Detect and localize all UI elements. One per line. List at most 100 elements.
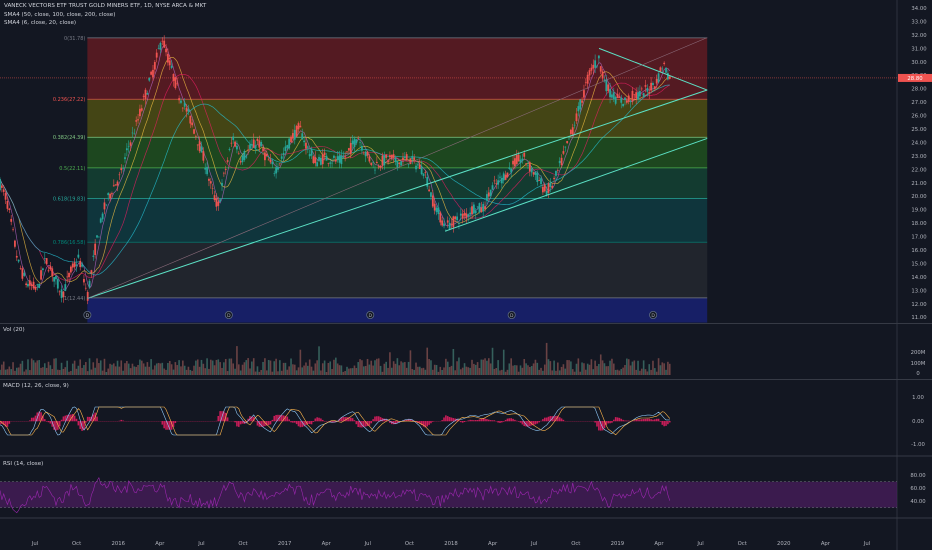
candle-body [273, 173, 276, 174]
candle-body [372, 161, 375, 163]
macd-histogram-bar [471, 419, 473, 422]
volume-bar [461, 367, 464, 375]
volume-bar [239, 370, 242, 375]
candle-body [364, 151, 367, 157]
volume-bar [114, 366, 117, 375]
volume-bar [282, 362, 285, 375]
volume-bar [368, 364, 371, 375]
macd-histogram-bar [4, 421, 7, 427]
volume-bar [98, 363, 100, 375]
macd-histogram-bar [71, 413, 74, 422]
candle-body [15, 255, 18, 258]
price-axis[interactable]: 34.0033.0032.0031.0030.0029.0028.0027.00… [0, 6, 932, 321]
volume-bar [439, 366, 442, 375]
candle-body [499, 176, 501, 178]
candle-body [96, 235, 98, 238]
time-tick-label: Apr [488, 541, 498, 547]
candle-body [366, 151, 369, 156]
macd-histogram-bar [474, 420, 477, 422]
macd-histogram-bar [92, 414, 95, 422]
volume-bar [292, 364, 294, 375]
volume-bar [320, 370, 322, 375]
candle-body [140, 108, 143, 111]
candle-body [40, 270, 42, 280]
candle-body [303, 140, 305, 143]
volume-bar [219, 362, 221, 375]
volume-bar [361, 360, 363, 375]
macd-histogram-bar [120, 419, 123, 422]
volume-bar [316, 360, 318, 375]
fibonacci-retracement[interactable]: 0(31.78) 0.236(27.22) 0.382(24.39) 0.5(22.1… [53, 36, 708, 323]
candle-body [327, 163, 330, 164]
time-tick-label: Jul [31, 541, 38, 547]
volume-bar [213, 365, 216, 375]
candle-body [379, 165, 382, 168]
volume-bar [629, 365, 632, 375]
macd-histogram-bar [426, 421, 429, 427]
candle-body [42, 268, 44, 271]
volume-bar [200, 359, 203, 375]
candle-body [109, 193, 111, 199]
volume-bar [297, 367, 300, 375]
macd-histogram-bar [359, 421, 361, 428]
macd-histogram-bar [407, 419, 410, 422]
macd-histogram-bar [118, 420, 121, 422]
candle-body [90, 270, 93, 274]
trendlines[interactable] [87, 37, 708, 299]
candle-body [183, 102, 186, 107]
volume-bar [460, 369, 462, 375]
time-axis[interactable]: Jul Oct 2016 Apr Jul Oct 2017 Apr Jul Oct 2018 Apr J… [31, 541, 870, 547]
candle-body [655, 78, 658, 84]
candle-body [443, 223, 445, 227]
trendline [598, 47, 708, 91]
macd-histogram-bar [256, 421, 259, 426]
volume-bar [545, 342, 548, 375]
macd-axis-label: 0.00 [912, 419, 924, 425]
candle-body [310, 149, 313, 156]
time-tick-label: Apr [654, 541, 664, 547]
volume-bar [19, 363, 22, 375]
macd-histogram-bar [517, 421, 520, 422]
macd-histogram-bar [174, 421, 177, 424]
volume-bar [609, 360, 611, 375]
candle-body [293, 129, 296, 140]
volume-bar [113, 363, 115, 375]
candle-body [81, 264, 83, 267]
candle-body [286, 145, 289, 148]
candle-body [69, 266, 72, 273]
candle-body [476, 206, 479, 208]
volume-bar [325, 371, 328, 375]
candle-body [213, 195, 216, 201]
volume-bar [372, 365, 374, 375]
candle-body [338, 155, 341, 163]
candle-body [629, 101, 632, 103]
volume-bar [303, 365, 305, 375]
price-tick-label: 28.00 [911, 87, 927, 93]
volume-bar [583, 363, 585, 375]
time-tick-label: Jul [364, 541, 371, 547]
macd-histogram-bar [47, 421, 50, 423]
macd-histogram-bar [405, 419, 408, 422]
volume-bar [251, 361, 253, 375]
candle-body [71, 263, 74, 268]
candle-body [459, 213, 462, 216]
volume-bar [120, 360, 123, 375]
macd-histogram-bar [529, 421, 531, 427]
volume-bar [480, 359, 483, 375]
dividend-marker-label: D [86, 313, 90, 319]
candle-body [627, 95, 630, 102]
candle-body [599, 66, 602, 72]
volume-bar [161, 362, 164, 375]
volume-bar [646, 371, 649, 375]
candle-body [292, 133, 294, 139]
volume-bar [305, 362, 307, 375]
candle-body [666, 73, 669, 80]
rsi-label: RSI (14, close) [3, 461, 44, 467]
macd-histogram-bar [265, 421, 268, 426]
macd-histogram-bar [260, 421, 262, 427]
candle-body [502, 173, 505, 181]
volume-bar [486, 360, 488, 375]
macd-histogram-bar [264, 421, 266, 427]
